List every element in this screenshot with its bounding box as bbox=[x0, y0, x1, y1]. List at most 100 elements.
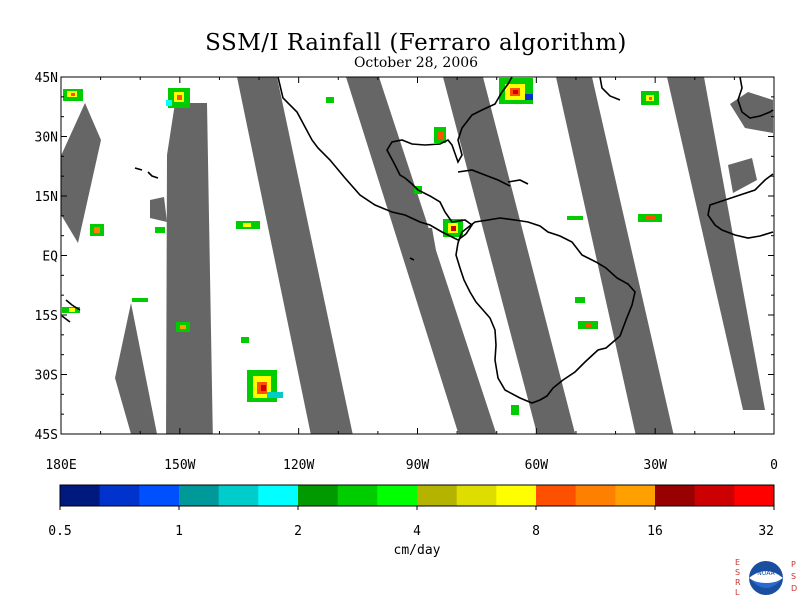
colorbar-swatch bbox=[655, 485, 696, 506]
lat-label: 45S bbox=[35, 428, 58, 443]
lat-label: 15N bbox=[35, 190, 58, 205]
colorbar-swatch bbox=[60, 485, 101, 506]
swath-band bbox=[728, 158, 757, 193]
colorbar-swatch bbox=[496, 485, 537, 506]
coastlines bbox=[61, 77, 774, 404]
lon-label: 60W bbox=[525, 458, 549, 473]
colorbar-swatch bbox=[536, 485, 577, 506]
lat-label: 30S bbox=[35, 369, 58, 384]
colorbar-swatch bbox=[139, 485, 180, 506]
rain-patch bbox=[247, 370, 283, 402]
colorbar-tick-label: 32 bbox=[758, 524, 774, 539]
rain-patch bbox=[434, 127, 446, 143]
lon-label: 150W bbox=[164, 458, 195, 473]
coastline-africa bbox=[707, 173, 774, 239]
rainfall-patches bbox=[62, 78, 662, 415]
colorbar-tick-label: 8 bbox=[532, 524, 540, 539]
lon-label: 90W bbox=[406, 458, 430, 473]
swath-band bbox=[61, 103, 101, 243]
rain-patch bbox=[567, 216, 583, 220]
swath-band bbox=[420, 228, 438, 265]
lon-label: 0 bbox=[770, 458, 778, 473]
coastline-cuba bbox=[457, 169, 511, 187]
colorbar-swatch bbox=[179, 485, 220, 506]
noaa-esrl-psd-logo: E S R L P S D NOAA bbox=[735, 558, 797, 597]
rain-patch bbox=[499, 78, 533, 104]
esrl-logo-letters: E S R L P S D bbox=[735, 558, 797, 597]
swath-band bbox=[115, 303, 157, 434]
svg-text:P: P bbox=[791, 560, 796, 569]
svg-text:R: R bbox=[735, 578, 741, 587]
colorbar-tick-label: 2 bbox=[294, 524, 302, 539]
coastline-hispaniola bbox=[507, 179, 529, 185]
colorbar-swatch bbox=[337, 485, 378, 506]
svg-text:D: D bbox=[791, 584, 797, 593]
coastline-galapagos bbox=[409, 257, 415, 261]
colorbar-swatch bbox=[694, 485, 735, 506]
swath-band bbox=[556, 77, 674, 434]
svg-text:L: L bbox=[735, 588, 740, 597]
colorbar-swatch bbox=[734, 485, 775, 506]
svg-text:S: S bbox=[735, 568, 740, 577]
rain-patch bbox=[578, 321, 598, 329]
rain-patch bbox=[236, 221, 260, 229]
rain-patch bbox=[575, 297, 585, 303]
missing-swaths bbox=[61, 77, 773, 434]
map-title: SSM/I Rainfall (Ferraro algorithm) bbox=[205, 30, 627, 56]
swath-band bbox=[667, 77, 765, 410]
lat-label: 15S bbox=[35, 309, 58, 324]
noaa-emblem-text: NOAA bbox=[757, 570, 775, 577]
colorbar-tick-label: 16 bbox=[647, 524, 663, 539]
swath-band bbox=[730, 92, 773, 133]
coastline-south-america bbox=[455, 217, 636, 404]
swath-band bbox=[237, 77, 353, 434]
colorbar-swatch bbox=[258, 485, 299, 506]
colorbar-swatch bbox=[417, 485, 458, 506]
rain-patch bbox=[241, 337, 249, 343]
lat-label: 45N bbox=[35, 71, 58, 86]
swath-band bbox=[166, 103, 213, 434]
rain-patch bbox=[63, 89, 83, 101]
colorbar-tick-label: 1 bbox=[175, 524, 183, 539]
rain-patch bbox=[62, 307, 80, 313]
colorbar: 0.5 1 2 4 8 16 32 cm/day bbox=[48, 484, 775, 558]
lat-label: EQ bbox=[42, 250, 58, 265]
map-axes: 45N 30N 15N EQ 15S 30S 45S 180E 150W 120W 90W 60W 30… bbox=[35, 71, 778, 473]
colorbar-unit-label: cm/day bbox=[394, 543, 441, 558]
rain-patch bbox=[132, 298, 148, 302]
colorbar-swatch bbox=[575, 485, 616, 506]
rain-patch bbox=[638, 214, 662, 222]
rain-patch bbox=[326, 97, 334, 103]
swath-band bbox=[443, 77, 576, 434]
colorbar-swatch bbox=[456, 485, 497, 506]
map-plot-area bbox=[61, 77, 774, 434]
rain-patch bbox=[155, 227, 165, 233]
rain-patch bbox=[176, 322, 190, 332]
coastline-new-zealand bbox=[61, 299, 81, 323]
rain-patch bbox=[166, 88, 190, 108]
coastline-greenland bbox=[599, 77, 621, 101]
lon-label: 120W bbox=[283, 458, 314, 473]
colorbar-swatch bbox=[298, 485, 339, 506]
coastline-hawaii bbox=[134, 167, 159, 179]
rain-patch bbox=[641, 91, 659, 105]
coastline-iberia bbox=[737, 77, 774, 119]
svg-text:S: S bbox=[791, 572, 796, 581]
map-subtitle: October 28, 2006 bbox=[353, 55, 479, 71]
swath-band bbox=[346, 77, 497, 434]
lon-label: 30W bbox=[643, 458, 667, 473]
colorbar-swatch bbox=[377, 485, 418, 506]
colorbar-swatch bbox=[218, 485, 259, 506]
rain-patch bbox=[511, 405, 519, 415]
colorbar-tick-label: 0.5 bbox=[48, 524, 71, 539]
lat-label: 30N bbox=[35, 131, 58, 146]
colorbar-swatch bbox=[99, 485, 140, 506]
colorbar-tick-label: 4 bbox=[413, 524, 421, 539]
rain-patch bbox=[90, 224, 104, 236]
swath-band bbox=[150, 197, 167, 222]
colorbar-swatch bbox=[615, 485, 656, 506]
lon-label: 180E bbox=[45, 458, 76, 473]
rain-patch bbox=[443, 219, 463, 237]
svg-text:E: E bbox=[735, 558, 740, 567]
